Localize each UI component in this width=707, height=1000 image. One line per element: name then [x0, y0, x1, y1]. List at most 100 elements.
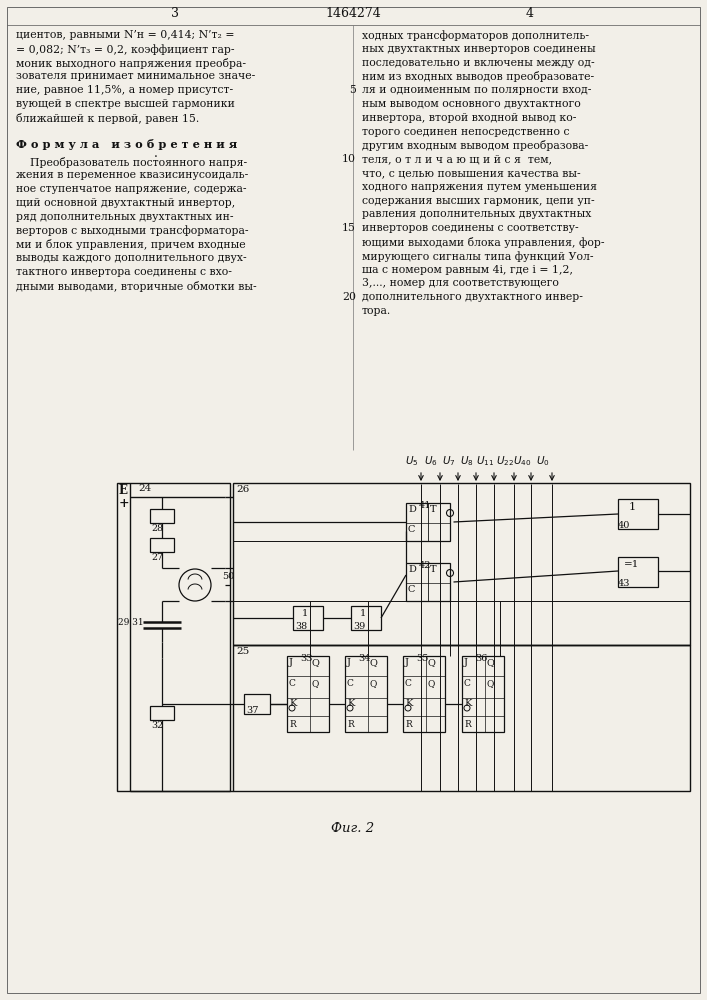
Text: ходного напряжения путем уменьшения: ходного напряжения путем уменьшения	[362, 182, 597, 192]
Text: $\it{U}_{40}$: $\it{U}_{40}$	[513, 454, 531, 468]
Text: C: C	[408, 525, 416, 534]
Text: 50: 50	[222, 572, 234, 581]
Text: 15: 15	[342, 223, 356, 233]
Text: =1: =1	[624, 560, 639, 569]
Text: ным выводом основного двухтактного: ным выводом основного двухтактного	[362, 99, 580, 109]
Text: 38: 38	[295, 622, 307, 631]
Text: $\it{U}_5$: $\it{U}_5$	[405, 454, 419, 468]
Text: 37: 37	[246, 706, 259, 715]
Text: ное ступенчатое напряжение, содержа-: ное ступенчатое напряжение, содержа-	[16, 184, 247, 194]
Text: Фиг. 2: Фиг. 2	[332, 822, 375, 835]
Text: моник выходного напряжения преобра-: моник выходного напряжения преобра-	[16, 58, 246, 69]
Text: ряд дополнительных двухтактных ин-: ряд дополнительных двухтактных ин-	[16, 212, 233, 222]
Text: 42: 42	[419, 561, 431, 570]
Text: ля и одноименным по полярности вход-: ля и одноименным по полярности вход-	[362, 85, 591, 95]
Text: 35: 35	[416, 654, 428, 663]
Text: ближайшей к первой, равен 15.: ближайшей к первой, равен 15.	[16, 113, 199, 124]
Text: последовательно и включены между од-: последовательно и включены между од-	[362, 58, 595, 68]
Text: Q: Q	[312, 679, 320, 688]
Bar	[345, 656, 387, 732]
Text: дополнительного двухтактного инвер-: дополнительного двухтактного инвер-	[362, 292, 583, 302]
Text: что, с целью повышения качества вы-: что, с целью повышения качества вы-	[362, 168, 580, 178]
Text: равления дополнительных двухтактных: равления дополнительных двухтактных	[362, 209, 591, 219]
Text: D: D	[408, 505, 416, 514]
Text: 33: 33	[300, 654, 312, 663]
Text: верторов с выходными трансформатора-: верторов с выходными трансформатора-	[16, 226, 248, 236]
Bar	[618, 557, 658, 587]
Text: 41: 41	[419, 501, 431, 510]
Text: 20: 20	[342, 292, 356, 302]
Bar	[117, 483, 230, 791]
Bar	[233, 483, 690, 645]
Text: 28: 28	[151, 524, 163, 533]
Text: 43: 43	[618, 579, 631, 588]
Text: дными выводами, вторичные обмотки вы-: дными выводами, вторичные обмотки вы-	[16, 281, 257, 292]
Bar	[618, 499, 658, 529]
Text: T: T	[430, 565, 437, 574]
Bar	[406, 503, 450, 541]
Text: 1: 1	[360, 609, 366, 618]
Bar	[403, 656, 445, 732]
Text: 29 31: 29 31	[118, 618, 144, 627]
Text: 39: 39	[353, 622, 366, 631]
Text: C: C	[464, 679, 471, 688]
Text: R: R	[464, 720, 471, 729]
Text: $\it{U}_{22}$: $\it{U}_{22}$	[496, 454, 514, 468]
Text: 32: 32	[151, 721, 163, 730]
Text: 1: 1	[302, 609, 308, 618]
Text: K: K	[464, 699, 472, 708]
Text: ние, равное 11,5%, а номер присутст-: ние, равное 11,5%, а номер присутст-	[16, 85, 233, 95]
Text: 24: 24	[138, 484, 151, 493]
Text: J: J	[289, 658, 293, 667]
Text: торого соединен непосредственно с: торого соединен непосредственно с	[362, 127, 570, 137]
Bar	[244, 694, 270, 714]
Text: .: .	[154, 147, 158, 160]
Text: содержания высших гармоник, цепи уп-: содержания высших гармоник, цепи уп-	[362, 196, 595, 206]
Text: жения в переменное квазисинусоидаль-: жения в переменное квазисинусоидаль-	[16, 170, 248, 180]
Text: 27: 27	[151, 553, 163, 562]
Text: 5: 5	[349, 85, 356, 95]
Text: ми и блок управления, причем входные: ми и блок управления, причем входные	[16, 239, 245, 250]
Text: E: E	[118, 484, 127, 497]
Text: +: +	[119, 497, 129, 510]
Text: 34: 34	[358, 654, 370, 663]
Text: K: K	[289, 699, 296, 708]
Bar	[287, 656, 329, 732]
Text: вующей в спектре высшей гармоники: вующей в спектре высшей гармоники	[16, 99, 235, 109]
Text: ша с номером равным 4i, где i = 1,2,: ша с номером равным 4i, где i = 1,2,	[362, 265, 573, 275]
Bar	[293, 606, 323, 630]
Text: R: R	[347, 720, 354, 729]
Text: Q: Q	[487, 658, 495, 667]
Text: Q: Q	[487, 679, 494, 688]
Text: теля, о т л и ч а ю щ и й с я  тем,: теля, о т л и ч а ю щ и й с я тем,	[362, 154, 552, 164]
Text: C: C	[289, 679, 296, 688]
Text: мирующего сигналы типа функций Уол-: мирующего сигналы типа функций Уол-	[362, 251, 593, 262]
Text: $\it{U}_8$: $\it{U}_8$	[460, 454, 474, 468]
Text: щий основной двухтактный инвертор,: щий основной двухтактный инвертор,	[16, 198, 235, 208]
Text: 3,..., номер для соответствующего: 3,..., номер для соответствующего	[362, 278, 559, 288]
Text: 40: 40	[618, 521, 631, 530]
Text: R: R	[405, 720, 411, 729]
Text: Q: Q	[428, 658, 436, 667]
Text: 26: 26	[236, 485, 250, 494]
Text: K: K	[347, 699, 354, 708]
Text: инвертора, второй входной вывод ко-: инвертора, второй входной вывод ко-	[362, 113, 576, 123]
Text: Q: Q	[370, 658, 378, 667]
Text: выводы каждого дополнительного двух-: выводы каждого дополнительного двух-	[16, 253, 247, 263]
Text: C: C	[408, 585, 416, 594]
Text: J: J	[347, 658, 351, 667]
Text: ющими выходами блока управления, фор-: ющими выходами блока управления, фор-	[362, 237, 604, 248]
Text: зователя принимает минимальное значе-: зователя принимает минимальное значе-	[16, 71, 255, 81]
Text: 36: 36	[475, 654, 487, 663]
Text: Q: Q	[312, 658, 320, 667]
Text: R: R	[289, 720, 296, 729]
Bar	[150, 538, 174, 552]
Text: K: K	[405, 699, 412, 708]
Text: тора.: тора.	[362, 306, 391, 316]
Text: ходных трансформаторов дополнитель-: ходных трансформаторов дополнитель-	[362, 30, 589, 41]
Text: 1464274: 1464274	[325, 7, 381, 20]
Text: ним из входных выводов преобразовате-: ним из входных выводов преобразовате-	[362, 71, 594, 82]
Bar	[150, 706, 174, 720]
Text: J: J	[464, 658, 468, 667]
Bar	[462, 656, 504, 732]
